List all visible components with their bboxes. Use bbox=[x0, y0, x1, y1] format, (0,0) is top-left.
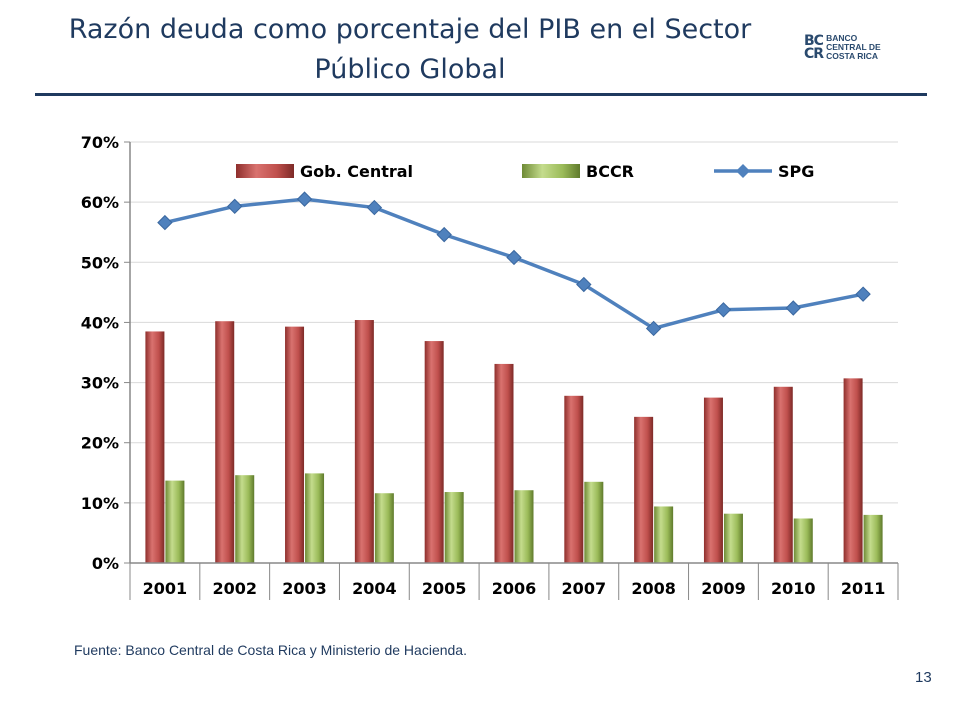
chart-axes bbox=[129, 142, 899, 600]
y-axis-ticks: 0% 10% 20% 30% 40% 50% 60% 70% bbox=[81, 133, 119, 573]
bar-bccr bbox=[514, 490, 534, 563]
chart-legend: Gob. Central BCCR SPG bbox=[236, 162, 814, 181]
spg-line-series bbox=[157, 191, 871, 337]
x-tick-label: 2006 bbox=[492, 579, 537, 598]
y-tick-label: 40% bbox=[81, 313, 119, 332]
x-tick-label: 2002 bbox=[212, 579, 257, 598]
spg-point bbox=[506, 249, 522, 266]
y-tick-label: 0% bbox=[92, 554, 119, 573]
slide-title: Razón deuda como porcentaje del PIB en e… bbox=[40, 10, 780, 90]
logo-text-line-2: CENTRAL DE bbox=[826, 42, 881, 52]
bar-gob-central bbox=[843, 378, 863, 563]
legend-label-spg: SPG bbox=[778, 162, 814, 181]
spg-point bbox=[436, 226, 452, 243]
page-number: 13 bbox=[915, 669, 932, 686]
bccr-logo: BC CR BANCO CENTRAL DE COSTA RICA bbox=[804, 34, 881, 61]
bar-bccr bbox=[723, 513, 743, 563]
spg-point bbox=[227, 198, 243, 215]
title-line-1: Razón deuda como porcentaje del PIB en e… bbox=[68, 14, 752, 45]
source-note: Fuente: Banco Central de Costa Rica y Mi… bbox=[74, 642, 467, 658]
legend-swatch-bccr bbox=[522, 164, 580, 178]
bar-gob-central bbox=[703, 397, 723, 563]
logo-wordmark: BANCO CENTRAL DE COSTA RICA bbox=[826, 34, 881, 61]
logo-text-line-1: BANCO bbox=[826, 33, 858, 43]
legend-swatch-gob-central bbox=[236, 164, 294, 178]
y-tick-label: 20% bbox=[81, 434, 119, 453]
logo-monogram-top: BC bbox=[804, 32, 824, 49]
spg-point bbox=[157, 214, 173, 231]
x-axis-ticks: 2001 2002 2003 2004 2005 2006 2007 2008 2009 2010… bbox=[143, 579, 886, 598]
chart-bars bbox=[145, 320, 883, 563]
bar-gob-central bbox=[424, 341, 444, 563]
bar-gob-central bbox=[285, 326, 305, 563]
bar-gob-central bbox=[215, 321, 235, 563]
x-tick-label: 2009 bbox=[701, 579, 746, 598]
bar-bccr bbox=[374, 493, 394, 563]
spg-point bbox=[715, 302, 732, 318]
y-tick-label: 60% bbox=[81, 193, 119, 212]
x-tick-label: 2007 bbox=[562, 579, 607, 598]
title-line-2: Público Global bbox=[314, 54, 506, 85]
x-tick-label: 2005 bbox=[422, 579, 467, 598]
y-tick-label: 30% bbox=[81, 374, 119, 393]
bar-gob-central bbox=[494, 363, 514, 563]
spg-point bbox=[855, 286, 871, 302]
bar-bccr bbox=[165, 480, 185, 563]
x-tick-label: 2003 bbox=[282, 579, 327, 598]
spg-point bbox=[785, 300, 801, 316]
bar-bccr bbox=[444, 492, 464, 563]
logo-monogram-bottom: CR bbox=[804, 45, 824, 62]
bar-gob-central bbox=[773, 386, 793, 563]
bar-gob-central bbox=[564, 395, 584, 563]
x-tick-label: 2004 bbox=[352, 579, 397, 598]
spg-point bbox=[366, 199, 383, 216]
bar-gob-central bbox=[634, 416, 654, 563]
y-tick-label: 50% bbox=[81, 253, 119, 272]
x-tick-label: 2001 bbox=[143, 579, 188, 598]
bar-bccr bbox=[235, 475, 255, 563]
logo-text-line-3: COSTA RICA bbox=[826, 51, 879, 61]
legend-label-gob-central: Gob. Central bbox=[300, 162, 413, 181]
bar-gob-central bbox=[145, 331, 165, 563]
legend-label-bccr: BCCR bbox=[586, 162, 634, 181]
spg-point bbox=[645, 320, 662, 337]
y-tick-label: 70% bbox=[81, 133, 119, 152]
bar-bccr bbox=[654, 506, 674, 563]
spg-point bbox=[296, 191, 313, 207]
title-divider bbox=[35, 93, 927, 96]
x-tick-label: 2008 bbox=[631, 579, 676, 598]
y-tick-label: 10% bbox=[81, 494, 119, 513]
bar-bccr bbox=[584, 481, 604, 563]
bar-bccr bbox=[305, 473, 325, 563]
bar-bccr bbox=[793, 518, 813, 563]
bar-bccr bbox=[863, 514, 883, 563]
bar-gob-central bbox=[354, 320, 374, 563]
x-tick-label: 2011 bbox=[841, 579, 886, 598]
logo-monogram: BC CR bbox=[804, 32, 824, 62]
spg-point bbox=[576, 276, 592, 293]
x-tick-label: 2010 bbox=[771, 579, 816, 598]
legend-swatch-spg-marker bbox=[736, 164, 750, 178]
